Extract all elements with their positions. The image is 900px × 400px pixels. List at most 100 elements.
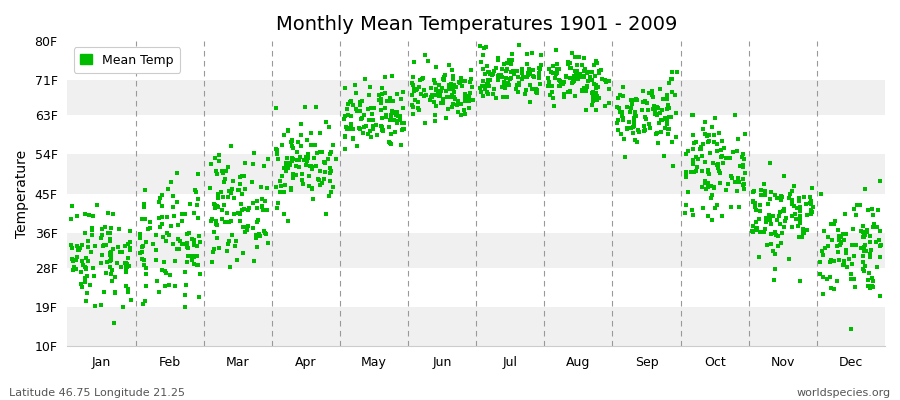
Point [162,232,176,238]
Point [260,207,274,214]
Point [526,73,540,80]
Point [157,258,171,265]
Point [436,100,450,106]
Point [275,173,290,179]
Point [209,168,223,174]
Point [577,55,591,61]
Point [523,70,537,77]
Point [236,224,250,230]
Point [123,228,138,234]
Point [620,104,634,110]
Point [119,283,133,289]
Point [749,206,763,213]
Point [494,74,508,80]
Point [103,250,117,256]
Point [412,84,427,90]
Point [365,126,380,132]
Point [383,130,398,137]
Point [578,85,592,92]
Point [445,80,459,87]
Point [797,194,812,200]
Point [256,163,271,169]
Point [774,196,788,203]
Point [405,80,419,86]
Point [858,186,872,192]
Point [455,78,470,84]
Point [347,81,362,88]
Point [706,184,721,190]
Point [451,108,465,115]
Point [652,104,666,111]
Point [304,142,319,148]
Point [746,188,760,194]
Point [856,266,870,272]
Point [595,76,609,82]
Point [770,233,785,239]
Point [221,238,236,244]
Point [497,78,511,85]
Point [532,75,546,82]
Point [160,186,175,192]
Point [180,244,194,250]
Point [96,289,111,295]
Point [787,203,801,209]
Point [630,139,644,146]
Point [591,84,606,90]
Point [730,178,744,185]
Point [149,257,164,263]
Point [648,111,662,117]
Point [353,108,367,114]
Point [732,177,746,183]
Point [847,252,861,259]
Point [554,80,569,86]
Point [437,74,452,80]
Point [428,86,443,92]
Point [796,230,811,236]
Point [752,254,766,260]
Point [753,186,768,193]
Point [441,105,455,112]
Point [590,97,604,103]
Point [376,127,391,134]
Point [353,102,367,108]
Point [302,154,316,161]
Point [390,91,404,98]
Point [190,262,204,268]
Point [458,78,473,84]
Point [874,242,888,248]
Point [566,79,580,86]
Point [73,245,87,252]
Point [136,242,150,249]
Point [178,269,193,275]
Point [857,234,871,240]
Point [279,160,293,166]
Point [863,250,878,257]
Point [716,212,730,219]
Point [872,254,886,260]
Point [175,241,189,247]
Point [728,178,742,185]
Point [119,260,133,266]
Point [153,224,167,230]
Point [763,216,778,223]
Point [436,76,451,82]
Point [94,234,109,241]
Point [556,78,571,85]
Point [846,226,860,232]
Point [704,194,718,201]
Point [616,115,630,122]
Point [81,244,95,250]
Point [545,89,560,96]
Point [353,126,367,132]
Point [106,211,121,218]
Point [522,66,536,72]
Point [251,217,266,224]
Point [339,124,354,130]
Point [442,82,456,88]
Point [857,268,871,274]
Point [274,142,289,148]
Point [804,208,818,214]
Point [361,131,375,137]
Point [396,126,410,132]
Point [94,302,108,308]
